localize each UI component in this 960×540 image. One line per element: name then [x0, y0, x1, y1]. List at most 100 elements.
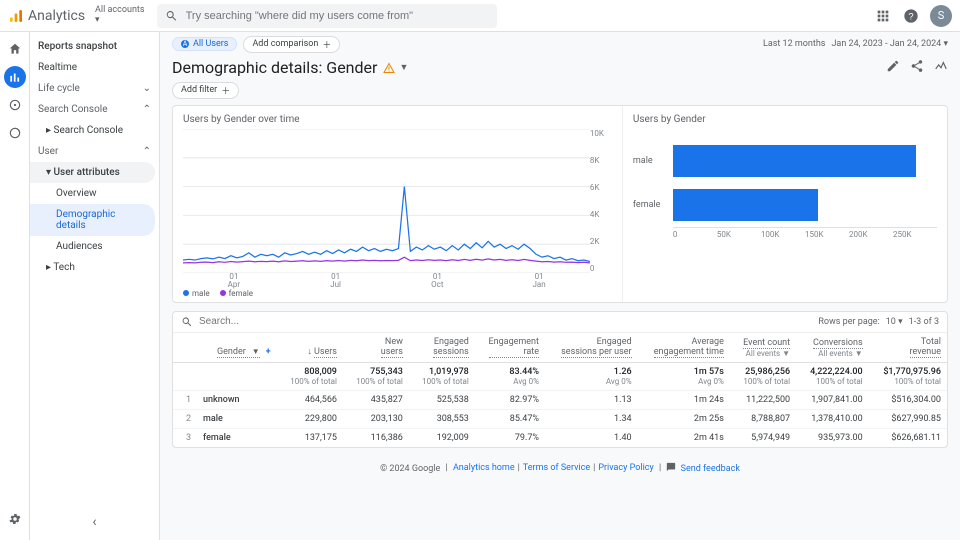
collapse-nav-icon[interactable]: ‹: [92, 514, 96, 530]
line-chart-panel: Users by Gender over time 10K8K6K4K2K0 0…: [173, 106, 622, 302]
add-filter-button[interactable]: Add filter ＋: [172, 82, 239, 99]
charts-card: Users by Gender over time 10K8K6K4K2K0 0…: [172, 105, 948, 303]
avatar[interactable]: S: [930, 5, 952, 27]
nav-life-cycle[interactable]: Life cycle⌄: [30, 78, 159, 99]
footer-feedback-link[interactable]: Send feedback: [681, 463, 740, 473]
svg-text:?: ?: [908, 11, 913, 21]
bar-chart-panel: Users by Gender male female 050K100K150K20…: [622, 106, 947, 302]
help-icon[interactable]: ?: [902, 7, 920, 25]
plus-icon: ＋: [322, 38, 331, 51]
warning-icon[interactable]: [383, 62, 395, 74]
line-chart-x-axis: 01Apr01Jul01Oct01Jan: [183, 273, 590, 287]
totals-row: 808,009100% of total755,343100% of total…: [173, 362, 947, 390]
rail-admin-icon[interactable]: [4, 508, 26, 530]
table-toolbar: Rows per page: 10 ▾ 1-3 of 3: [173, 312, 947, 333]
footer: © 2024 Google | Analytics home|Terms of …: [160, 456, 960, 489]
footer-link[interactable]: Analytics home: [453, 463, 515, 473]
line-chart-title: Users by Gender over time: [183, 114, 612, 125]
search-input[interactable]: [186, 10, 489, 22]
nav-tech[interactable]: ▸ Tech: [30, 257, 159, 278]
account-caret: ▾: [95, 16, 144, 26]
nav-user-attributes[interactable]: ▾ User attributes: [30, 162, 155, 183]
footer-link[interactable]: Privacy Policy: [598, 463, 653, 473]
feedback-icon: [666, 462, 676, 475]
footer-copyright: © 2024 Google: [380, 463, 440, 473]
table-search-input[interactable]: [199, 316, 818, 327]
add-dimension-button[interactable]: +: [266, 347, 271, 357]
account-picker[interactable]: All accounts ▾: [95, 6, 144, 26]
rail-advertising-icon[interactable]: [4, 122, 26, 144]
column-header[interactable]: ConversionsAll events ▼: [796, 333, 869, 363]
column-header[interactable]: Engagementrate: [475, 333, 545, 363]
segment-dot-icon: A: [181, 40, 189, 48]
nav-search-console-sub[interactable]: ▸ Search Console: [30, 120, 159, 141]
nav-reports-snapshot[interactable]: Reports snapshot: [30, 36, 159, 57]
analytics-logo-icon: [8, 8, 24, 24]
chip-all-users[interactable]: AAll Users: [172, 37, 237, 51]
search-icon: [165, 9, 178, 23]
chevron-up-icon: ⌃: [143, 104, 151, 115]
column-header[interactable]: ↓Users: [277, 333, 343, 363]
rows-per-page-select[interactable]: 10 ▾: [886, 317, 903, 327]
customize-icon[interactable]: [886, 59, 900, 76]
chevron-down-icon: ⌄: [143, 83, 151, 94]
title-dropdown[interactable]: ▼: [399, 62, 408, 73]
title-actions: [886, 59, 948, 76]
table-row[interactable]: 2male229,800203,130308,55385.47%1.342m 2…: [173, 409, 947, 428]
line-chart-y-axis: 10K8K6K4K2K0: [590, 129, 612, 273]
table-row[interactable]: 3female137,175116,386192,00979.7%1.402m …: [173, 428, 947, 447]
column-header[interactable]: Event countAll events ▼: [730, 333, 796, 363]
insights-icon[interactable]: [934, 59, 948, 76]
nav-overview[interactable]: Overview: [30, 183, 159, 204]
chip-add-comparison[interactable]: Add comparison＋: [243, 36, 340, 53]
search-icon: [181, 316, 193, 328]
top-bar: Analytics All accounts ▾ ? S: [0, 0, 960, 32]
apps-icon[interactable]: [874, 7, 892, 25]
rail-home-icon[interactable]: [4, 38, 26, 60]
line-chart-legend: malefemale: [183, 289, 612, 298]
line-chart: [183, 129, 590, 273]
page-info: 1-3 of 3: [909, 317, 939, 327]
rail-explore-icon[interactable]: [4, 94, 26, 116]
bar-chart: male female 050K100K150K200K250K: [633, 129, 937, 298]
nav-audiences[interactable]: Audiences: [30, 236, 159, 257]
footer-link[interactable]: Terms of Service: [523, 463, 590, 473]
side-nav: Reports snapshot Realtime Life cycle⌄ Se…: [30, 32, 160, 540]
logo[interactable]: Analytics: [8, 8, 85, 24]
dimension-header[interactable]: Gender▼+: [197, 333, 277, 363]
nav-realtime[interactable]: Realtime: [30, 57, 159, 78]
left-rail: [0, 32, 30, 540]
title-row: Demographic details: Gender ▼: [160, 56, 960, 79]
date-range-picker[interactable]: Jan 24, 2023 - Jan 24, 2024 ▾: [831, 39, 948, 49]
nav-demographic-details[interactable]: Demographic details: [30, 204, 155, 236]
bar-fill: [673, 145, 916, 177]
bar-fill: [673, 189, 818, 221]
data-table: Gender▼+↓UsersNewusersEngagedsessionsEng…: [173, 333, 947, 447]
column-header[interactable]: Newusers: [343, 333, 409, 363]
bar-row: female: [633, 183, 937, 227]
column-header[interactable]: Totalrevenue: [869, 333, 947, 363]
account-label: All accounts: [95, 6, 144, 16]
bar-label: male: [633, 156, 673, 166]
nav-user[interactable]: User⌃: [30, 141, 159, 162]
bar-label: female: [633, 200, 673, 210]
segment-toolbar: AAll Users Add comparison＋ Last 12 month…: [160, 32, 960, 56]
page-title: Demographic details: Gender: [172, 58, 377, 77]
column-header[interactable]: Averageengagement time: [638, 333, 730, 363]
rows-per-page-label: Rows per page:: [818, 317, 879, 327]
column-header[interactable]: Engagedsessions: [409, 333, 475, 363]
table-card: Rows per page: 10 ▾ 1-3 of 3 Gender▼+↓Us…: [172, 311, 948, 448]
share-icon[interactable]: [910, 59, 924, 76]
bar-chart-x-axis: 050K100K150K200K250K: [673, 227, 937, 239]
plus-icon: ＋: [221, 84, 230, 97]
nav-search-console[interactable]: Search Console⌃: [30, 99, 159, 120]
bar-chart-title: Users by Gender: [633, 114, 937, 125]
table-row[interactable]: 1unknown464,566435,827525,53882.97%1.131…: [173, 390, 947, 409]
avatar-initial: S: [938, 9, 945, 22]
column-header[interactable]: Engagedsessions per user: [545, 333, 638, 363]
search-bar[interactable]: [157, 4, 497, 28]
logo-text: Analytics: [28, 8, 85, 24]
rail-reports-icon[interactable]: [4, 66, 26, 88]
date-range-prefix: Last 12 months: [763, 39, 825, 49]
top-actions: ? S: [874, 5, 952, 27]
